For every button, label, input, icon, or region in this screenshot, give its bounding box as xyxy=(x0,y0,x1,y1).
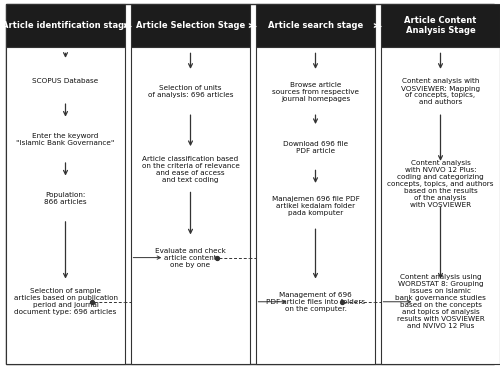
Text: Article identification stage: Article identification stage xyxy=(2,21,130,30)
Text: Selection of sample
articles based on publication
period and journal
document ty: Selection of sample articles based on pu… xyxy=(14,288,118,315)
Text: Download 696 file
PDF article: Download 696 file PDF article xyxy=(283,141,348,154)
Text: Evaluate and check
article content
one by one: Evaluate and check article content one b… xyxy=(155,248,226,268)
Bar xyxy=(131,4,250,47)
Bar xyxy=(381,47,500,364)
Bar xyxy=(6,47,125,364)
Text: Article classification based
on the criteria of relevance
and ease of access
and: Article classification based on the crit… xyxy=(142,156,240,183)
Bar xyxy=(6,4,125,47)
Text: Content analysis
with NVIVO 12 Plus:
coding and categorizing
concepts, topics, a: Content analysis with NVIVO 12 Plus: cod… xyxy=(387,160,494,208)
Text: Browse article
sources from respective
journal homepages: Browse article sources from respective j… xyxy=(272,82,359,102)
Text: Management of 696
PDF article files into folders
on the computer.: Management of 696 PDF article files into… xyxy=(266,292,365,312)
Text: Content analysis using
WORDSTAT 8: Grouping
issues on Islamic
bank governance st: Content analysis using WORDSTAT 8: Group… xyxy=(395,274,486,329)
Bar xyxy=(256,4,375,47)
Bar xyxy=(131,47,250,364)
Text: Content analysis with
VOSVIEWER: Mapping
of concepts, topics,
and authors: Content analysis with VOSVIEWER: Mapping… xyxy=(401,78,480,106)
Bar xyxy=(256,47,375,364)
Text: Article search stage: Article search stage xyxy=(268,21,363,30)
Text: Population:
866 articles: Population: 866 articles xyxy=(44,192,87,205)
Text: Manajemen 696 file PDF
artikel kedalam folder
pada komputer: Manajemen 696 file PDF artikel kedalam f… xyxy=(272,196,360,216)
Text: Enter the keyword
"Islamic Bank Governance": Enter the keyword "Islamic Bank Governan… xyxy=(16,133,114,146)
Text: Article Selection Stage: Article Selection Stage xyxy=(136,21,245,30)
Text: Selection of units
of analysis: 696 articles: Selection of units of analysis: 696 arti… xyxy=(148,85,233,99)
Bar xyxy=(381,4,500,47)
Text: SCOPUS Database: SCOPUS Database xyxy=(32,78,98,84)
Text: Article Content
Analysis Stage: Article Content Analysis Stage xyxy=(404,16,476,35)
